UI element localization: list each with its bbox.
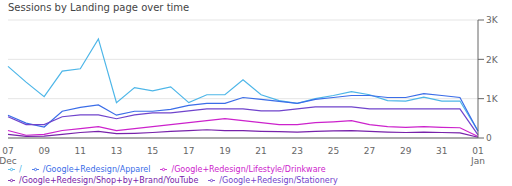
svg-text:07Dec: 07Dec (8, 146, 17, 166)
svg-text:23: 23 (292, 146, 303, 156)
svg-text:1K: 1K (486, 94, 499, 104)
svg-text:09: 09 (38, 146, 50, 156)
html-text:Sessions by Landing page over: Sessions by Landing page over time (8, 2, 190, 13)
svg-text:29: 29 (400, 146, 412, 156)
svg-text:15: 15 (147, 146, 158, 156)
svg-text:0: 0 (486, 133, 492, 143)
html-text:/Google+Redesign/Apparel: /Google+Redesign/Apparel (42, 165, 151, 174)
svg-text:25: 25 (328, 146, 339, 156)
svg-text:17: 17 (183, 146, 194, 156)
svg-text:11: 11 (75, 146, 86, 156)
html-text:/Google+Redesign/Stationery: /Google+Redesign/Stationery (219, 176, 338, 185)
svg-text:2K: 2K (486, 55, 499, 65)
svg-text:21: 21 (255, 146, 266, 156)
svg-text:13: 13 (111, 146, 122, 156)
html-text:/Google+Redesign/Shop+by+Brand: /Google+Redesign/Shop+by+Brand/YouTube (19, 176, 199, 185)
svg-text:19: 19 (219, 146, 231, 156)
svg-text:27: 27 (364, 146, 375, 156)
svg-text:01Jan: 01Jan (470, 146, 485, 166)
svg-text:3K: 3K (486, 16, 499, 25)
html-text:/Google+Redesign/Lifestyle/Dri: /Google+Redesign/Lifestyle/Drinkware (171, 165, 326, 174)
svg-text:31: 31 (436, 146, 447, 156)
